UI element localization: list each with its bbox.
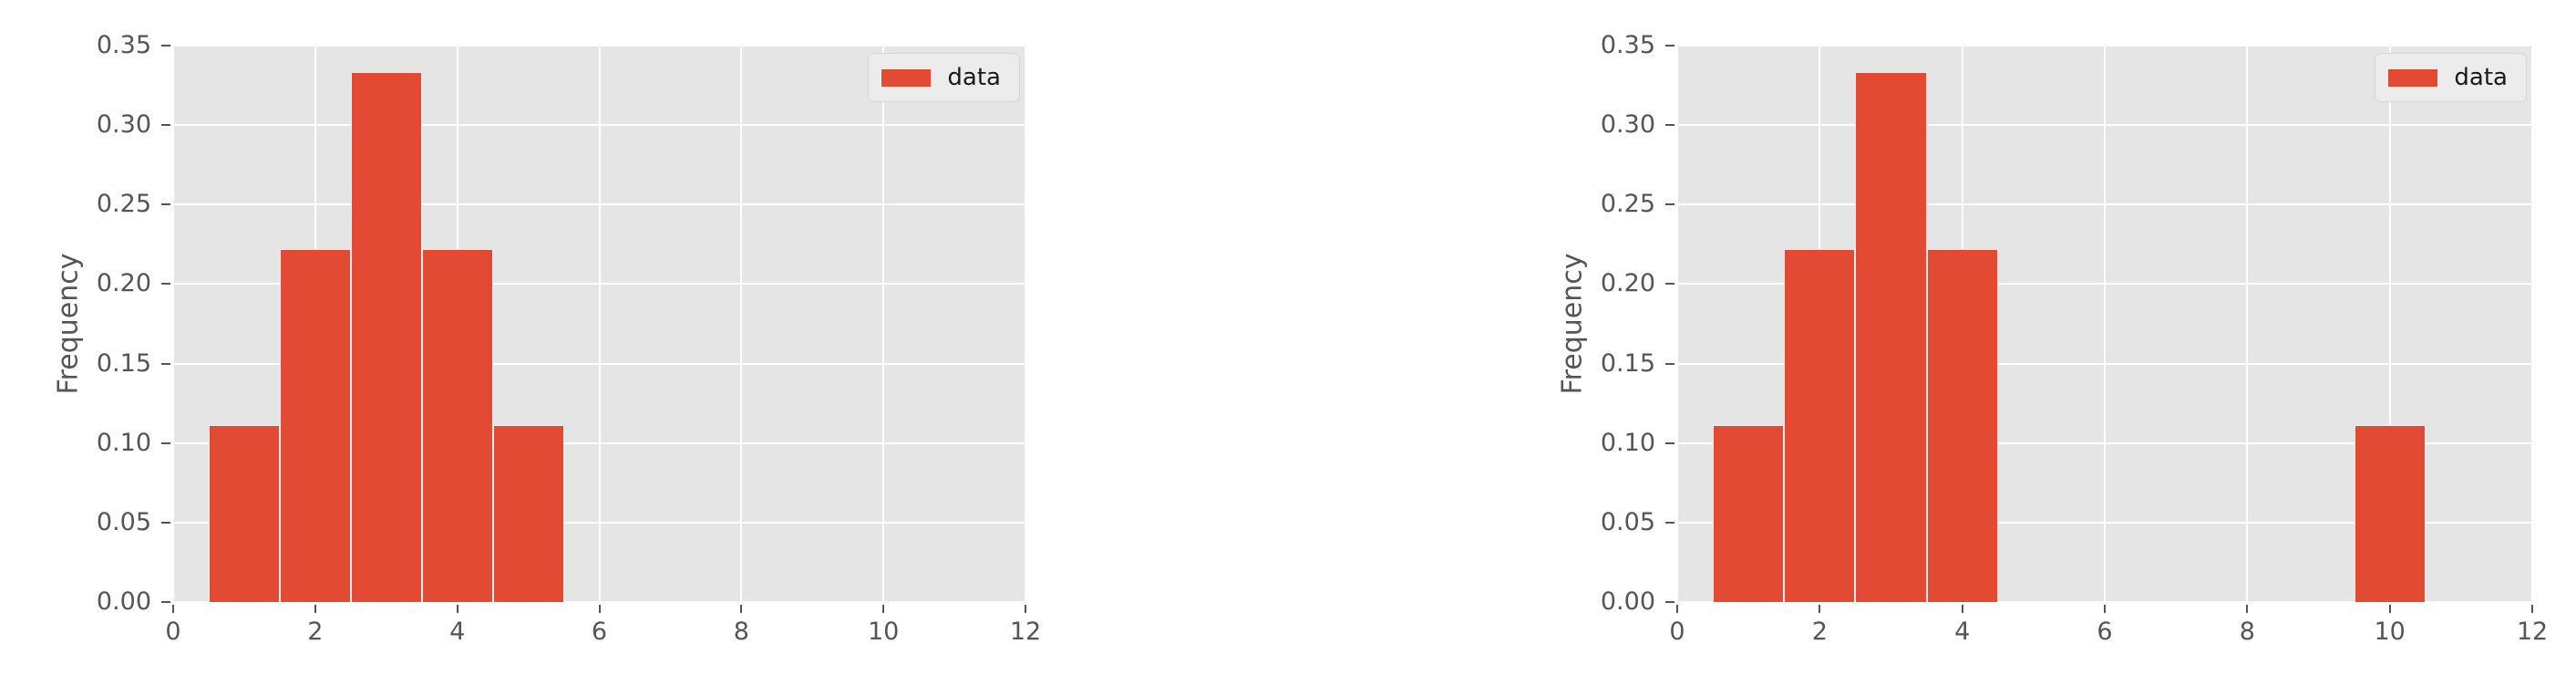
gridline-vertical (172, 46, 174, 602)
histogram-bar (1713, 425, 1785, 602)
x-tick-mark (1676, 605, 1678, 613)
y-tick-mark (1665, 441, 1674, 444)
gridline-vertical (740, 46, 743, 602)
grid-layer (1676, 45, 2533, 603)
x-tick-label: 8 (733, 618, 749, 646)
y-tick-label: 0.10 (96, 428, 151, 457)
gridline-vertical (1676, 46, 1678, 602)
histogram-bar (279, 248, 351, 602)
plot-area: data (1676, 45, 2533, 603)
gridline-vertical (2531, 46, 2533, 602)
y-tick-mark (1665, 45, 1674, 47)
y-tick-mark (1665, 283, 1674, 286)
histogram-bar (2354, 425, 2426, 602)
legend: data (2375, 53, 2527, 102)
legend: data (868, 53, 1020, 102)
histogram-bar (1855, 72, 1927, 602)
histogram-bar (492, 425, 564, 602)
x-tick-label: 8 (2239, 618, 2255, 646)
y-tick-label: 0.25 (96, 190, 151, 219)
y-tick-mark (1665, 362, 1674, 365)
legend-swatch-icon (881, 68, 933, 88)
histogram-bar (350, 72, 422, 602)
y-tick-mark (161, 441, 170, 444)
y-tick-mark (161, 283, 170, 286)
y-tick-label: 0.05 (1600, 507, 1655, 536)
y-tick-label: 0.05 (96, 507, 151, 536)
x-tick-label: 0 (1669, 618, 1685, 646)
x-tick-label: 2 (1811, 618, 1828, 646)
y-tick-label: 0.00 (1600, 587, 1655, 616)
x-tick-mark (456, 605, 459, 613)
y-tick-label: 0.20 (96, 269, 151, 298)
legend-label: data (947, 64, 1001, 91)
histogram-bar (1926, 248, 1998, 602)
x-tick-label: 12 (2516, 618, 2549, 646)
x-tick-mark (740, 605, 743, 613)
x-tick-label: 6 (591, 618, 608, 646)
x-tick-label: 6 (2097, 618, 2113, 646)
bars-layer (173, 46, 1025, 602)
y-tick-label: 0.30 (96, 110, 151, 140)
x-tick-mark (1819, 605, 1821, 613)
gridline-vertical (2104, 46, 2106, 602)
x-tick-mark (1961, 605, 1963, 613)
y-tick-mark (161, 203, 170, 206)
x-tick-mark (2246, 605, 2249, 613)
y-tick-mark (161, 601, 170, 603)
gridline-vertical (2388, 46, 2391, 602)
gridline-horizontal (1677, 601, 2532, 603)
x-tick-mark (2531, 605, 2533, 613)
gridline-vertical (882, 46, 885, 602)
y-tick-mark (1665, 203, 1674, 206)
legend-swatch-icon (2387, 68, 2439, 88)
histogram-bar (208, 425, 280, 602)
gridline-vertical (2246, 46, 2249, 602)
y-tick-mark (161, 521, 170, 524)
bars-layer (1677, 46, 2532, 602)
y-tick-label: 0.10 (1600, 428, 1655, 457)
y-tick-mark (161, 362, 170, 365)
x-tick-label: 2 (307, 618, 324, 646)
y-tick-mark (1665, 601, 1674, 603)
y-tick-label: 0.00 (96, 587, 151, 616)
x-tick-mark (2104, 605, 2106, 613)
gridline-vertical (598, 46, 601, 602)
x-tick-label: 4 (449, 618, 466, 646)
x-tick-label: 10 (2374, 618, 2406, 646)
y-tick-label: 0.20 (1600, 269, 1655, 298)
y-tick-label: 0.35 (1600, 31, 1655, 59)
x-tick-mark (172, 605, 174, 613)
y-tick-label: 0.15 (1600, 348, 1655, 378)
x-tick-mark (598, 605, 601, 613)
y-tick-mark (161, 124, 170, 127)
y-tick-label: 0.30 (1600, 110, 1655, 140)
y-tick-label: 0.35 (96, 31, 151, 59)
x-tick-mark (314, 605, 316, 613)
x-tick-label: 10 (867, 618, 900, 646)
x-tick-mark (882, 605, 885, 613)
x-tick-mark (1025, 605, 1026, 613)
y-tick-mark (1665, 124, 1674, 127)
histogram-bar (421, 248, 493, 602)
y-tick-mark (1665, 521, 1674, 524)
legend-label: data (2454, 64, 2508, 91)
x-tick-label: 12 (1009, 618, 1042, 646)
y-tick-mark (161, 45, 170, 47)
y-tick-label: 0.25 (1600, 190, 1655, 219)
x-tick-mark (2388, 605, 2391, 613)
y-tick-label: 0.15 (96, 348, 151, 378)
histogram-bar (1784, 248, 1856, 602)
x-tick-label: 0 (165, 618, 181, 646)
gridline-horizontal (173, 601, 1025, 603)
plot-area: data (172, 45, 1026, 603)
gridline-vertical (1025, 46, 1026, 602)
x-tick-label: 4 (1954, 618, 1971, 646)
